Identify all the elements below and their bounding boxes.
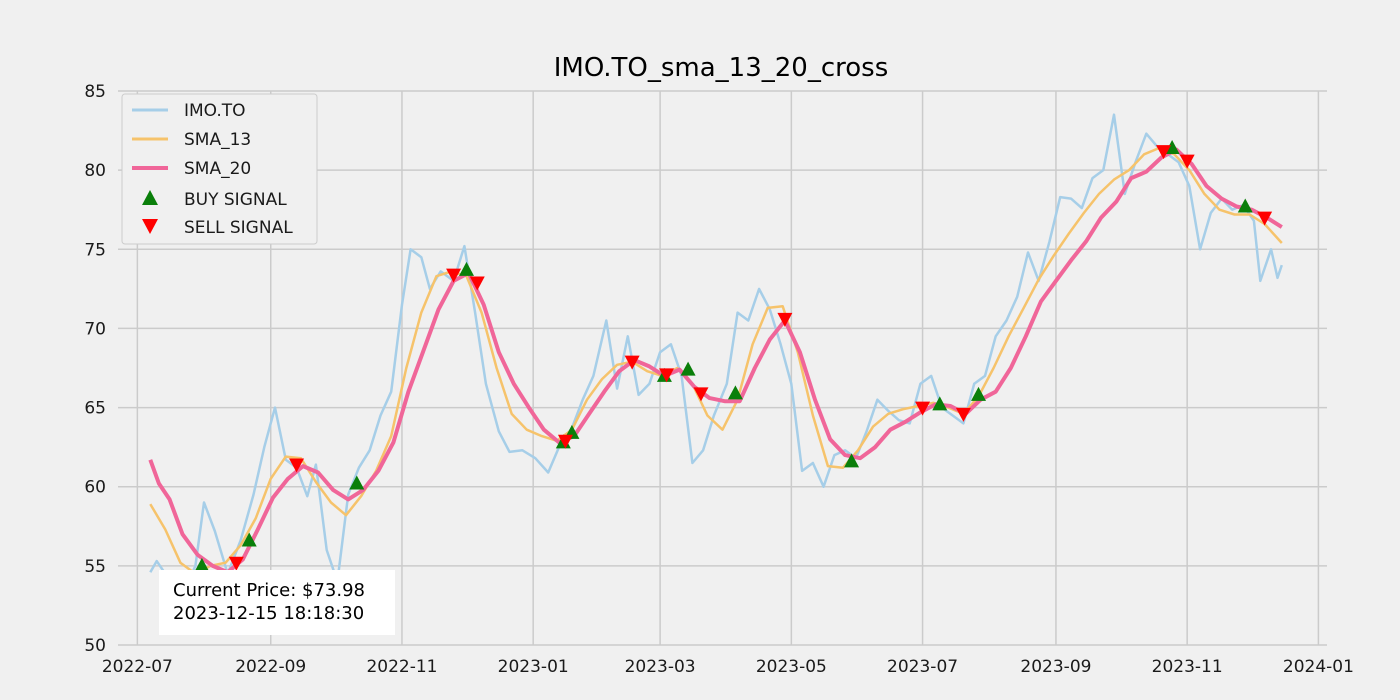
y-tick-label: 55 [84, 557, 106, 577]
series-line-sma13 [149, 146, 1283, 576]
sell-signal-marker [557, 434, 573, 449]
y-tick-label: 80 [84, 161, 106, 181]
buy-signal-marker [844, 453, 860, 468]
buy-signal-marker [727, 385, 743, 400]
y-tick-label: 65 [84, 399, 106, 419]
current-price-text: Current Price: $73.98 [173, 580, 365, 601]
legend-label-sma13: SMA_13 [184, 130, 251, 150]
buy-signal-marker [680, 361, 696, 376]
current-price-box: Current Price: $73.98 2023-12-15 18:18:3… [159, 570, 395, 635]
legend-label-sma20: SMA_20 [184, 159, 251, 179]
x-tick-label: 2022-07 [102, 657, 173, 677]
sell-signal-marker [469, 276, 485, 291]
x-tick-label: 2023-11 [1152, 657, 1223, 677]
x-tick-label: 2024-01 [1283, 657, 1354, 677]
buy-signal-marker [1237, 198, 1253, 213]
series-line-imo [149, 113, 1283, 596]
sell-signal-marker [1179, 154, 1195, 169]
y-tick-label: 85 [84, 82, 106, 102]
y-tick-label: 70 [84, 319, 106, 339]
x-tick-label: 2023-07 [887, 657, 958, 677]
series-layer [148, 113, 1283, 596]
sell-signal-marker [1257, 211, 1273, 226]
x-tick-label: 2023-01 [498, 657, 569, 677]
current-price-timestamp: 2023-12-15 18:18:30 [173, 603, 364, 624]
buy-signal-marker [1164, 139, 1180, 154]
sell-signal-marker [624, 355, 640, 370]
sell-signal-marker [955, 407, 971, 422]
x-tick-label: 2023-09 [1020, 657, 1091, 677]
current-price-background [159, 570, 395, 635]
sell-signal-marker [659, 368, 675, 383]
buy-signal-marker [241, 532, 257, 547]
sell-signal-marker [777, 312, 793, 327]
legend-label-price: IMO.TO [184, 101, 246, 121]
legend-sell-marker [142, 219, 158, 234]
x-tick-label: 2022-11 [366, 657, 437, 677]
sell-signal-marker [1156, 145, 1172, 160]
x-tick-label: 2023-03 [625, 657, 696, 677]
x-tick-label: 2022-09 [235, 657, 306, 677]
legend-label-buy: BUY SIGNAL [184, 190, 287, 210]
sell-signal-marker [693, 387, 709, 402]
sell-signal-marker [228, 556, 244, 571]
buy-signal-marker [932, 396, 948, 411]
buy-signal-marker [459, 261, 475, 276]
buy-signal-marker [970, 386, 986, 401]
y-tick-label: 50 [84, 636, 106, 656]
grid [118, 90, 1327, 646]
legend-buy-marker [142, 190, 158, 205]
signal-layer [194, 139, 1273, 572]
buy-signal-marker [349, 475, 365, 490]
legend-label-sell: SELL SIGNAL [184, 218, 293, 238]
x-tick-label: 2023-05 [756, 657, 827, 677]
sell-signal-marker [446, 268, 462, 283]
legend: IMO.TO SMA_13 SMA_20 BUY SIGNAL SELL SIG… [121, 93, 318, 245]
buy-signal-marker [194, 557, 210, 572]
sell-signal-marker [915, 401, 931, 416]
chart-title: IMO.TO_sma_13_20_cross [554, 53, 889, 83]
legend-box [121, 93, 318, 245]
y-tick-label: 60 [84, 478, 106, 498]
sell-signal-marker [289, 458, 305, 473]
series-line-sma20 [148, 147, 1283, 575]
axis-ticks: 50 55 60 65 70 75 80 85 2022-07 2022-09 2022-11 202… [84, 82, 1354, 677]
y-tick-label: 75 [84, 240, 106, 260]
